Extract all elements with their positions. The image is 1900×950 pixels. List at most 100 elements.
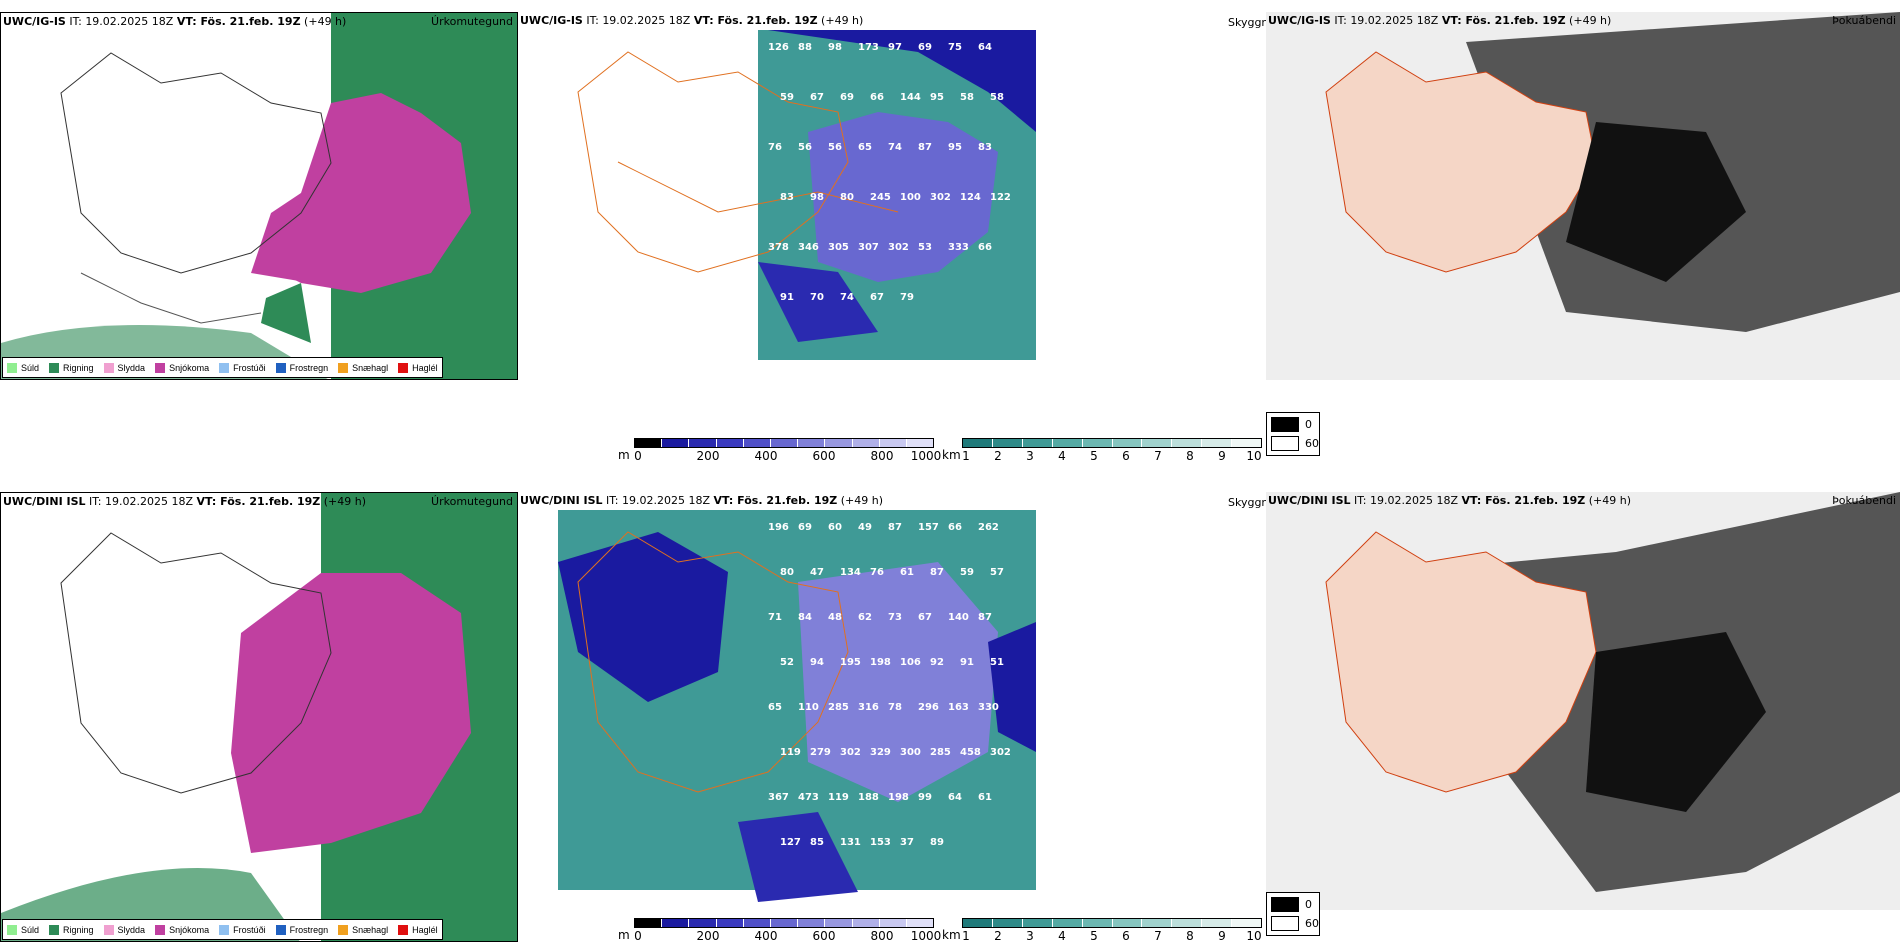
visibility-value-label: 92 bbox=[930, 657, 944, 668]
visibility-value-label: 51 bbox=[990, 657, 1004, 668]
visibility-value-label: 316 bbox=[858, 702, 879, 713]
visibility-value-label: 100 bbox=[900, 192, 921, 203]
visibility-value-label: 302 bbox=[888, 242, 909, 253]
visibility-value-label: 69 bbox=[840, 92, 854, 103]
visibility-value-label: 65 bbox=[858, 142, 872, 153]
legend-item: Rigning bbox=[49, 362, 94, 373]
visibility-value-label: 69 bbox=[798, 522, 812, 533]
tick-label: 5 bbox=[1090, 929, 1098, 943]
visibility-value-label: 296 bbox=[918, 702, 939, 713]
visibility-value-label: 87 bbox=[930, 567, 944, 578]
elevation-scale: m 0 200 400 600 800 1000 bbox=[618, 438, 941, 463]
visibility-value-label: 56 bbox=[828, 142, 842, 153]
visibility-value-label: 330 bbox=[978, 702, 999, 713]
visibility-scale: km 1 2 3 4 5 6 7 8 9 10 bbox=[942, 438, 1262, 463]
tick-label: 9 bbox=[1218, 929, 1226, 943]
tick-label: 2 bbox=[994, 449, 1002, 463]
fog-indicator-map-top: UWC/IG-IS IT: 19.02.2025 18Z VT: Fös. 21… bbox=[1266, 12, 1900, 380]
visibility-value-label: 91 bbox=[960, 657, 974, 668]
legend-item: Rigning bbox=[49, 924, 94, 935]
visibility-value-label: 75 bbox=[948, 42, 962, 53]
visibility-value-label: 346 bbox=[798, 242, 819, 253]
legend-label: 60 bbox=[1305, 437, 1319, 450]
tick-label: 800 bbox=[870, 449, 894, 463]
visibility-map-graphic bbox=[558, 510, 1036, 902]
visibility-value-label: 64 bbox=[978, 42, 992, 53]
visibility-value-label: 83 bbox=[978, 142, 992, 153]
visibility-value-label: 80 bbox=[780, 567, 794, 578]
visibility-value-label: 98 bbox=[810, 192, 824, 203]
tick-label: 7 bbox=[1154, 929, 1162, 943]
map-header: UWC/IG-IS IT: 19.02.2025 18Z VT: Fös. 21… bbox=[1268, 14, 1612, 27]
elevation-colorbar bbox=[634, 438, 934, 448]
visibility-value-label: 94 bbox=[810, 657, 824, 668]
visibility-value-label: 140 bbox=[948, 612, 969, 623]
visibility-value-label: 305 bbox=[828, 242, 849, 253]
visibility-value-label: 458 bbox=[960, 747, 981, 758]
visibility-colorbar bbox=[962, 918, 1262, 928]
visibility-value-label: 285 bbox=[828, 702, 849, 713]
precip-map-graphic bbox=[1, 493, 517, 941]
visibility-value-label: 97 bbox=[888, 42, 902, 53]
visibility-value-label: 79 bbox=[900, 292, 914, 303]
visibility-value-label: 66 bbox=[948, 522, 962, 533]
map-type-label: Þokuábendi bbox=[1832, 14, 1896, 27]
fog-indicator-map-bottom: UWC/DINI ISL IT: 19.02.2025 18Z VT: Fös.… bbox=[1266, 492, 1900, 910]
map-type-label: Úrkomutegund bbox=[431, 495, 513, 508]
visibility-scale: km 1 2 3 4 5 6 7 8 9 10 bbox=[942, 918, 1262, 943]
visibility-value-label: 85 bbox=[810, 837, 824, 848]
visibility-value-label: 71 bbox=[768, 612, 782, 623]
map-type-label: Úrkomutegund bbox=[431, 15, 513, 28]
precip-type-map-bottom: UWC/DINI ISL IT: 19.02.2025 18Z VT: Fös.… bbox=[0, 492, 518, 942]
visibility-value-label: 88 bbox=[798, 42, 812, 53]
visibility-value-label: 53 bbox=[918, 242, 932, 253]
legend-item: Haglél bbox=[398, 924, 438, 935]
scale-unit: km bbox=[942, 928, 961, 942]
tick-label: 600 bbox=[812, 929, 836, 943]
visibility-value-label: 378 bbox=[768, 242, 789, 253]
tick-label: 2 bbox=[994, 929, 1002, 943]
tick-label: 1000 bbox=[910, 929, 942, 943]
visibility-value-label: 285 bbox=[930, 747, 951, 758]
visibility-map-bottom: UWC/DINI ISL IT: 19.02.2025 18Z VT: Fös.… bbox=[518, 492, 1036, 910]
legend-item: Snæhagl bbox=[338, 362, 388, 373]
visibility-value-label: 67 bbox=[810, 92, 824, 103]
map-header: UWC/IG-IS IT: 19.02.2025 18Z VT: Fös. 21… bbox=[520, 14, 864, 27]
map-header: UWC/DINI ISL IT: 19.02.2025 18Z VT: Fös.… bbox=[3, 495, 367, 508]
visibility-value-label: 262 bbox=[978, 522, 999, 533]
visibility-value-label: 245 bbox=[870, 192, 891, 203]
visibility-value-label: 37 bbox=[900, 837, 914, 848]
tick-label: 7 bbox=[1154, 449, 1162, 463]
precip-legend: Súld Rigning Slydda Snjókoma Frostúði Fr… bbox=[2, 357, 443, 378]
visibility-value-label: 98 bbox=[828, 42, 842, 53]
legend-item: Snæhagl bbox=[338, 924, 388, 935]
tick-label: 10 bbox=[1246, 929, 1262, 943]
visibility-value-label: 80 bbox=[840, 192, 854, 203]
scale-unit: km bbox=[942, 448, 961, 462]
precip-type-map-top: UWC/IG-IS IT: 19.02.2025 18Z VT: Fös. 21… bbox=[0, 12, 518, 380]
legend-item: Snjókoma bbox=[155, 362, 209, 373]
tick-label: 8 bbox=[1186, 449, 1194, 463]
legend-item: Súld bbox=[7, 924, 39, 935]
legend-item: Haglél bbox=[398, 362, 438, 373]
legend-item: Frostregn bbox=[275, 362, 328, 373]
visibility-value-label: 60 bbox=[828, 522, 842, 533]
precip-map-graphic bbox=[1, 13, 517, 379]
tick-label: 600 bbox=[812, 449, 836, 463]
map-header: UWC/DINI ISL IT: 19.02.2025 18Z VT: Fös.… bbox=[1268, 494, 1632, 507]
fog-legend: 0 60 bbox=[1266, 412, 1320, 456]
visibility-value-label: 56 bbox=[798, 142, 812, 153]
visibility-value-label: 48 bbox=[828, 612, 842, 623]
visibility-value-label: 61 bbox=[900, 567, 914, 578]
legend-item: Slydda bbox=[103, 924, 145, 935]
legend-label: 60 bbox=[1305, 917, 1319, 930]
map-header: UWC/IG-IS IT: 19.02.2025 18Z VT: Fös. 21… bbox=[3, 15, 347, 28]
tick-label: 6 bbox=[1122, 929, 1130, 943]
visibility-value-label: 131 bbox=[840, 837, 861, 848]
visibility-map-top: UWC/IG-IS IT: 19.02.2025 18Z VT: Fös. 21… bbox=[518, 12, 1036, 380]
visibility-value-label: 157 bbox=[918, 522, 939, 533]
legend-item: Slydda bbox=[103, 362, 145, 373]
visibility-value-label: 65 bbox=[768, 702, 782, 713]
tick-label: 1 bbox=[962, 929, 970, 943]
visibility-value-label: 195 bbox=[840, 657, 861, 668]
